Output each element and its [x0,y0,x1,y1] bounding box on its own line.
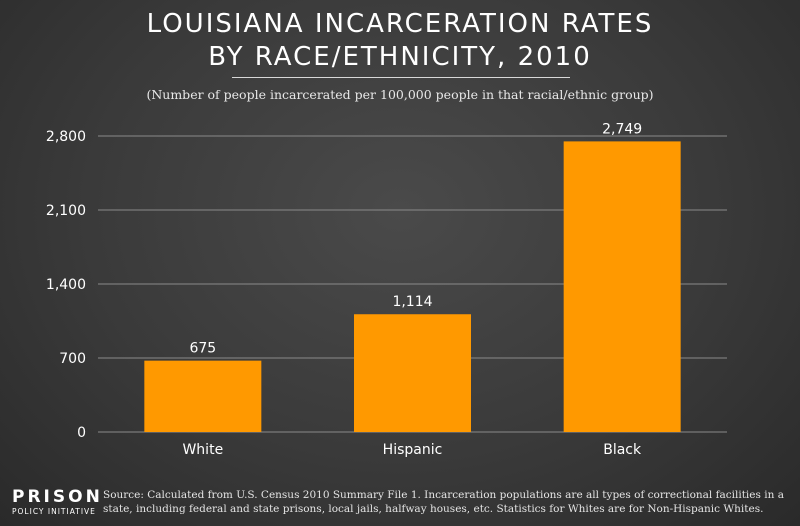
y-tick-label: 0 [77,425,86,441]
bar-layer [144,141,681,433]
label-layer: 0 700 1,400 2,100 2,800 675 White 1,114 Hispanic… [46,121,642,458]
title-divider [232,77,570,78]
bar-white [144,360,262,432]
y-tick-label: 700 [59,351,86,367]
data-label: 675 [189,341,216,357]
y-tick-label: 1,400 [46,277,86,293]
x-tick-label: Hispanic [383,442,443,458]
source-note: Source: Calculated from U.S. Census 2010… [103,489,784,515]
bar-black [563,141,681,433]
chart-title: LOUISIANA INCARCERATION RATES BY RACE/ET… [0,8,800,74]
y-tick-label: 2,800 [46,129,86,145]
x-tick-label: White [182,442,223,458]
data-label: 2,749 [602,121,642,137]
logo-line2: POLICY INITIATIVE [12,507,96,516]
data-label: 1,114 [392,294,432,310]
y-tick-label: 2,100 [46,203,86,219]
chart-title-line1: LOUISIANA INCARCERATION RATES [146,9,654,39]
chart-title-line2: BY RACE/ETHNICITY, 2010 [208,42,592,72]
bar-hispanic [354,314,471,432]
chart-subtitle: (Number of people incarcerated per 100,0… [146,87,654,102]
logo-line1: PRISON [12,487,103,507]
x-tick-label: Black [603,442,642,458]
prison-policy-initiative-logo: PRISON POLICY INITIATIVE [12,488,103,517]
